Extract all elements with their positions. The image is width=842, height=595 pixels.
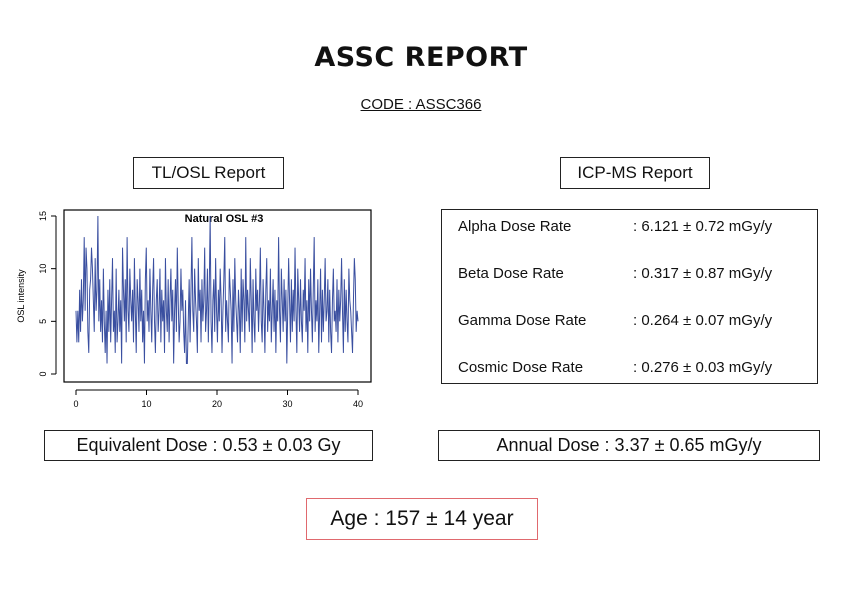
chart-axes: 0 10 20 30 40 0 5 10 15: [38, 211, 363, 409]
chart-frame: [63, 209, 372, 383]
y-tick-label: 5: [38, 319, 48, 324]
tlosl-report-label: TL/OSL Report: [133, 157, 284, 189]
chart-title: Natural OSL #3: [185, 213, 264, 225]
chart-series-line: [75, 215, 359, 364]
cosmic-dose-value: : 0.276 ± 0.03 mGy/y: [633, 359, 773, 376]
report-code: CODE : ASSC366: [360, 96, 482, 113]
y-tick-label: 15: [38, 211, 48, 221]
alpha-dose-label: Alpha Dose Rate: [458, 218, 572, 235]
x-tick-label: 30: [282, 399, 292, 409]
icpms-report-label: ICP-MS Report: [560, 157, 710, 189]
osl-chart: Natural OSL #3 OSL intensity 0 10 20 30 40 0 5…: [16, 209, 372, 409]
annual-dose-box: Annual Dose : 3.37 ± 0.65 mGy/y: [438, 430, 820, 461]
x-tick-label: 0: [73, 399, 78, 409]
gamma-dose-label: Gamma Dose Rate: [458, 312, 587, 329]
icpms-panel: Alpha Dose Rate : 6.121 ± 0.72 mGy/y Bet…: [441, 209, 818, 384]
report-title: ASSC REPORT: [314, 42, 528, 73]
beta-dose-label: Beta Dose Rate: [458, 265, 564, 282]
cosmic-dose-label: Cosmic Dose Rate: [458, 359, 584, 376]
chart-y-axis-label: OSL intensity: [16, 269, 26, 323]
age-result-box: Age : 157 ± 14 year: [306, 498, 538, 540]
x-tick-label: 10: [141, 399, 151, 409]
x-tick-label: 40: [353, 399, 363, 409]
beta-dose-value: : 0.317 ± 0.87 mGy/y: [633, 265, 773, 282]
equivalent-dose-box: Equivalent Dose : 0.53 ± 0.03 Gy: [44, 430, 373, 461]
x-tick-label: 20: [212, 399, 222, 409]
alpha-dose-value: : 6.121 ± 0.72 mGy/y: [633, 218, 773, 235]
y-tick-label: 0: [38, 371, 48, 376]
y-tick-label: 10: [38, 264, 48, 274]
gamma-dose-value: : 0.264 ± 0.07 mGy/y: [633, 312, 773, 329]
